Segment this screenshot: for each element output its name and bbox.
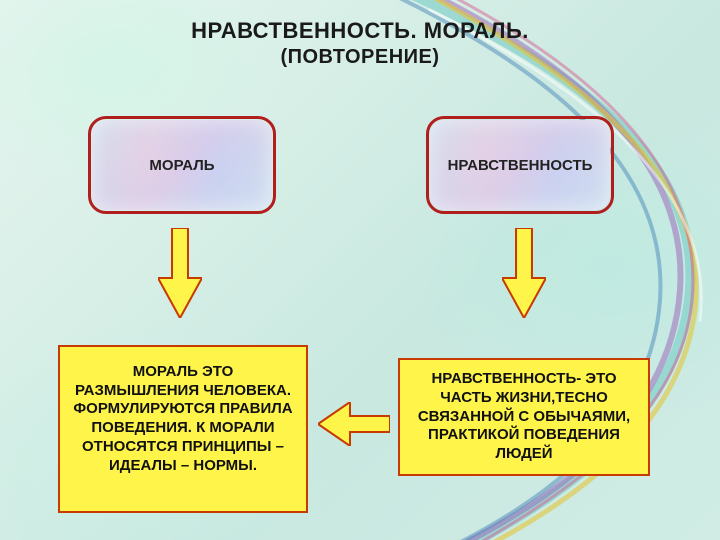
arrow-down-right [502,228,546,318]
title-line-1: НРАВСТВЕННОСТЬ. МОРАЛЬ. [0,18,720,44]
concept-box-moral: МОРАЛЬ [92,120,272,210]
definition-box-nravstvennost: НРАВСТВЕННОСТЬ- ЭТО ЧАСТЬ ЖИЗНИ,ТЕСНО СВ… [398,358,650,476]
concept-box-nravstvennost: НРАВСТВЕННОСТЬ [430,120,610,210]
arrow-down-left [158,228,202,318]
page-title: НРАВСТВЕННОСТЬ. МОРАЛЬ. (ПОВТОРЕНИЕ) [0,18,720,69]
definition-box-moral: МОРАЛЬ ЭТО РАЗМЫШЛЕНИЯ ЧЕЛОВЕКА. ФОРМУЛИ… [58,345,308,513]
definition-text-nravstvennost: НРАВСТВЕННОСТЬ- ЭТО ЧАСТЬ ЖИЗНИ,ТЕСНО СВ… [412,370,636,464]
concept-label-nravstvennost: НРАВСТВЕННОСТЬ [448,157,593,174]
definition-text-moral: МОРАЛЬ ЭТО РАЗМЫШЛЕНИЯ ЧЕЛОВЕКА. ФОРМУЛИ… [70,363,296,476]
arrow-left-horizontal [318,402,390,446]
title-line-2: (ПОВТОРЕНИЕ) [0,46,720,69]
concept-label-moral: МОРАЛЬ [149,157,214,174]
